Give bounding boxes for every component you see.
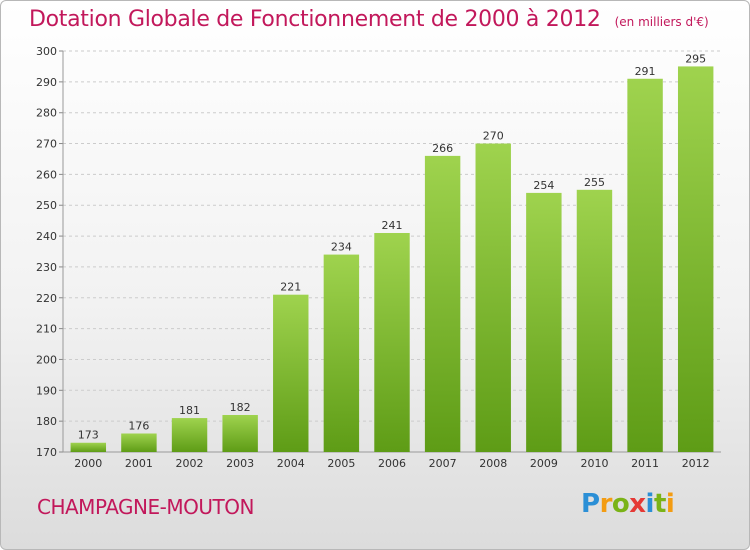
bar-2002	[171, 418, 208, 452]
bar-2001	[121, 433, 157, 452]
y-tick-label: 180	[36, 415, 57, 428]
data-label-2012: 295	[685, 52, 706, 65]
x-tick-label: 2005	[327, 457, 355, 470]
logo-letter: x	[629, 489, 646, 519]
data-label-2004: 221	[280, 281, 301, 294]
bar-2004	[273, 294, 309, 452]
y-tick-label: 190	[36, 384, 57, 397]
tick-labels: 170 180 190 200 210 220 230 240 250 260 270 280 290 3…	[36, 45, 710, 470]
logo-letter: P	[581, 489, 600, 519]
data-label-2005: 234	[331, 241, 352, 254]
x-tick-label: 2011	[631, 457, 659, 470]
y-tick-label: 270	[36, 138, 57, 151]
data-label-2006: 241	[382, 219, 403, 232]
y-tick-label: 280	[36, 107, 57, 120]
data-label-2007: 266	[432, 142, 453, 155]
logo-letter: i	[665, 489, 675, 519]
bar-2011	[627, 78, 663, 452]
x-tick-label: 2010	[580, 457, 608, 470]
y-tick-label: 200	[36, 353, 57, 366]
title-text: Dotation Globale de Fonctionnement de 20…	[29, 7, 601, 32]
data-label-2002: 181	[179, 404, 200, 417]
logo-letter: r	[599, 489, 613, 519]
x-tick-label: 2003	[226, 457, 254, 470]
x-tick-label: 2004	[277, 457, 305, 470]
bar-2006	[374, 232, 410, 452]
y-tick-label: 250	[36, 199, 57, 212]
chart-subtitle: (en milliers d'€)	[614, 15, 709, 29]
commune-name: CHAMPAGNE-MOUTON	[37, 495, 254, 519]
data-label-2010: 255	[584, 176, 605, 189]
x-tick-label: 2000	[74, 457, 102, 470]
y-tick-label: 210	[36, 323, 57, 336]
bar-2012	[677, 66, 714, 452]
y-tick-label: 170	[36, 446, 57, 459]
data-label-2003: 182	[230, 401, 251, 414]
bar-2010	[576, 189, 613, 453]
data-label-2001: 176	[128, 419, 149, 432]
bar-2007	[424, 155, 461, 452]
y-tick-label: 260	[36, 168, 57, 181]
data-label-2008: 270	[483, 130, 504, 143]
logo-letter: i	[645, 489, 655, 519]
y-tick-label: 240	[36, 230, 57, 243]
y-tick-label: 290	[36, 76, 57, 89]
data-label-2009: 254	[533, 179, 554, 192]
bar-2008	[475, 143, 511, 453]
bar-2009	[526, 192, 562, 452]
x-tick-label: 2012	[682, 457, 710, 470]
bar-2000	[70, 442, 107, 452]
data-labels: 173 176 181 182 221 234 241 266 270 254 255 291 295	[78, 52, 706, 441]
y-tick-label: 230	[36, 261, 57, 274]
logo-letter: o	[611, 489, 630, 519]
x-tick-label: 2007	[429, 457, 457, 470]
chart-title: Dotation Globale de Fonctionnement de 20…	[29, 7, 709, 32]
x-tick-label: 2001	[125, 457, 153, 470]
y-tick-label: 300	[36, 45, 57, 58]
logo-letter: t	[653, 489, 666, 519]
y-tick-label: 220	[36, 292, 57, 305]
bars	[70, 66, 714, 453]
x-tick-label: 2009	[530, 457, 558, 470]
bar-2005	[323, 254, 360, 452]
x-tick-label: 2006	[378, 457, 406, 470]
data-label-2011: 291	[635, 65, 656, 78]
bar-2003	[222, 414, 258, 452]
data-label-2000: 173	[78, 429, 99, 442]
x-tick-label: 2002	[176, 457, 204, 470]
x-tick-label: 2008	[479, 457, 507, 470]
proxiti-logo: Proxiti	[581, 489, 675, 519]
